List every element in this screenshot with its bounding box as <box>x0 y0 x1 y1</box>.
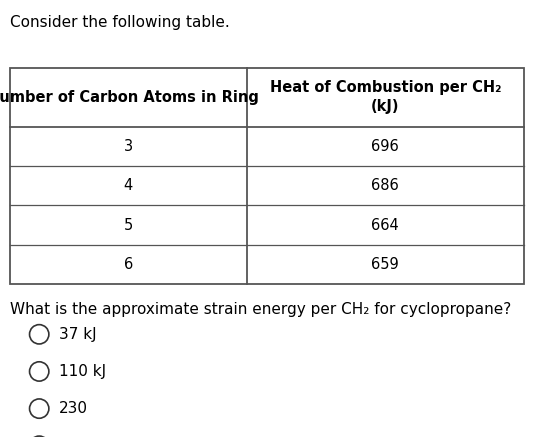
Text: 110 kJ: 110 kJ <box>59 364 106 379</box>
Text: Consider the following table.: Consider the following table. <box>10 15 229 30</box>
Text: Heat of Combustion per CH₂: Heat of Combustion per CH₂ <box>270 80 501 95</box>
Text: 5: 5 <box>124 218 133 232</box>
Bar <box>10 68 524 284</box>
Text: What is the approximate strain energy per CH₂ for cyclopropane?: What is the approximate strain energy pe… <box>10 302 511 316</box>
Text: 6: 6 <box>124 257 133 272</box>
Text: 230: 230 <box>59 401 88 416</box>
Text: (kJ): (kJ) <box>371 99 400 114</box>
Text: 664: 664 <box>372 218 399 232</box>
Text: 659: 659 <box>372 257 399 272</box>
Text: 37 kJ: 37 kJ <box>59 327 96 342</box>
Text: 3: 3 <box>124 139 133 154</box>
Text: Number of Carbon Atoms in Ring: Number of Carbon Atoms in Ring <box>0 90 259 105</box>
Text: 686: 686 <box>372 178 399 193</box>
Text: 696: 696 <box>372 139 399 154</box>
Text: 4: 4 <box>124 178 133 193</box>
